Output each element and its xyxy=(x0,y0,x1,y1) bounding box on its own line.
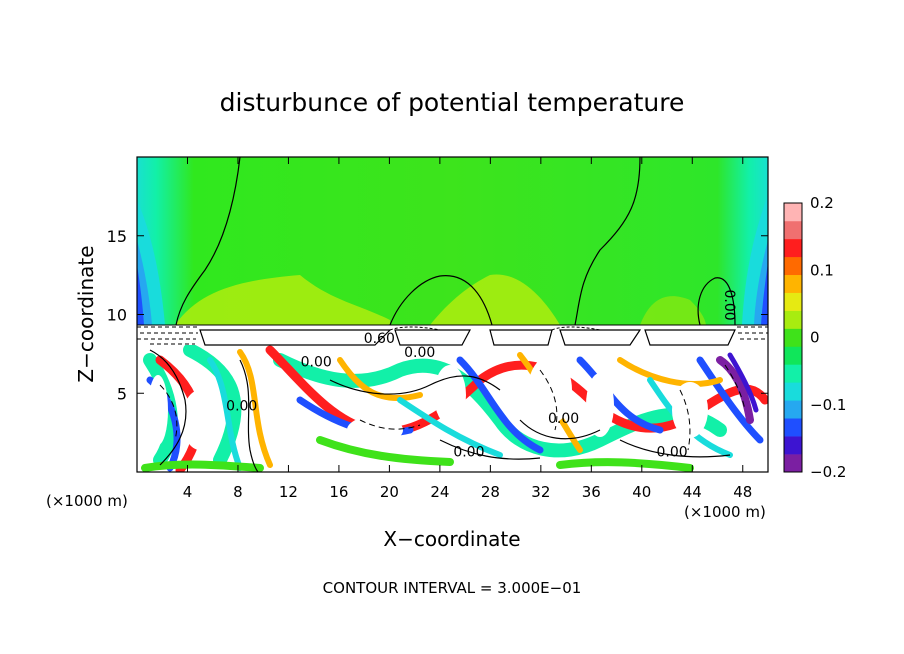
x-tick-label: 48 xyxy=(733,483,752,501)
colorbar-segment xyxy=(784,310,802,329)
colorbar-segment xyxy=(784,238,802,258)
x-axis: 4 8 12 16 20 24 28 32 36 40 44 48 xyxy=(183,157,752,501)
y-axis-label: Z−coordinate xyxy=(74,245,98,382)
colorbar-segment xyxy=(784,418,802,437)
x-tick-label: 16 xyxy=(329,483,348,501)
colorbar-frame xyxy=(783,202,803,473)
x-unit-right: (×1000 m) xyxy=(684,503,766,521)
colorbar xyxy=(783,202,803,473)
y-axis: 5 10 15 xyxy=(107,227,768,403)
colorbar-segment xyxy=(784,400,802,419)
x-tick-label: 44 xyxy=(683,483,702,501)
colorbar-segment xyxy=(784,436,802,455)
x-axis-label: X−coordinate xyxy=(383,527,520,551)
x-tick-label: 28 xyxy=(481,483,500,501)
colorbar-segment xyxy=(784,203,802,222)
colorbar-segment xyxy=(784,454,802,473)
contour-label: 0.00 xyxy=(453,444,484,460)
colorbar-segment xyxy=(784,382,802,401)
x-unit-left: (×1000 m) xyxy=(46,492,128,510)
x-tick-label: 8 xyxy=(233,483,243,501)
colorbar-segment xyxy=(784,256,802,276)
colorbar-segment xyxy=(784,328,802,347)
colorbar-tick-label: −0.1 xyxy=(810,396,846,414)
x-tick-label: 12 xyxy=(279,483,298,501)
contour-label: 0.00 xyxy=(548,411,579,427)
x-tick-label: 36 xyxy=(582,483,601,501)
y-tick-label: 10 xyxy=(107,306,127,325)
x-tick-label: 20 xyxy=(380,483,399,501)
colorbar-segment xyxy=(784,364,802,383)
y-tick-label: 15 xyxy=(107,227,127,246)
heatmap-field: 0.60 0.00 0.00 0.00 0.00 0.00 0.00 0.00 xyxy=(137,157,768,472)
x-tick-label: 24 xyxy=(430,483,449,501)
contour-label: 0.00 xyxy=(721,289,737,320)
contour-label: 0.00 xyxy=(301,354,332,370)
colorbar-segment xyxy=(784,220,802,240)
colorbar-tick-label: 0.2 xyxy=(810,194,834,212)
x-tick-label: 32 xyxy=(531,483,550,501)
colorbar-ticks: 0.2 0.1 0 −0.1 −0.2 xyxy=(810,194,846,481)
colorbar-tick-label: 0.1 xyxy=(810,261,834,279)
contour-label: 0.60 xyxy=(364,331,395,347)
x-tick-label: 4 xyxy=(183,483,193,501)
colorbar-tick-label: 0 xyxy=(810,329,820,347)
contour-interval-note: CONTOUR INTERVAL = 3.000E−01 xyxy=(323,579,582,597)
colorbar-segment xyxy=(784,346,802,365)
colorbar-segment xyxy=(784,274,802,293)
contour-label: 0.00 xyxy=(226,399,257,415)
contour-label: 0.00 xyxy=(657,444,688,460)
contour-label: 0.00 xyxy=(404,345,435,361)
y-tick-label: 5 xyxy=(117,384,127,403)
chart-title: disturbunce of potential temperature xyxy=(220,88,685,117)
colorbar-tick-label: −0.2 xyxy=(810,463,846,481)
colorbar-segment xyxy=(784,292,802,311)
x-tick-label: 40 xyxy=(632,483,651,501)
